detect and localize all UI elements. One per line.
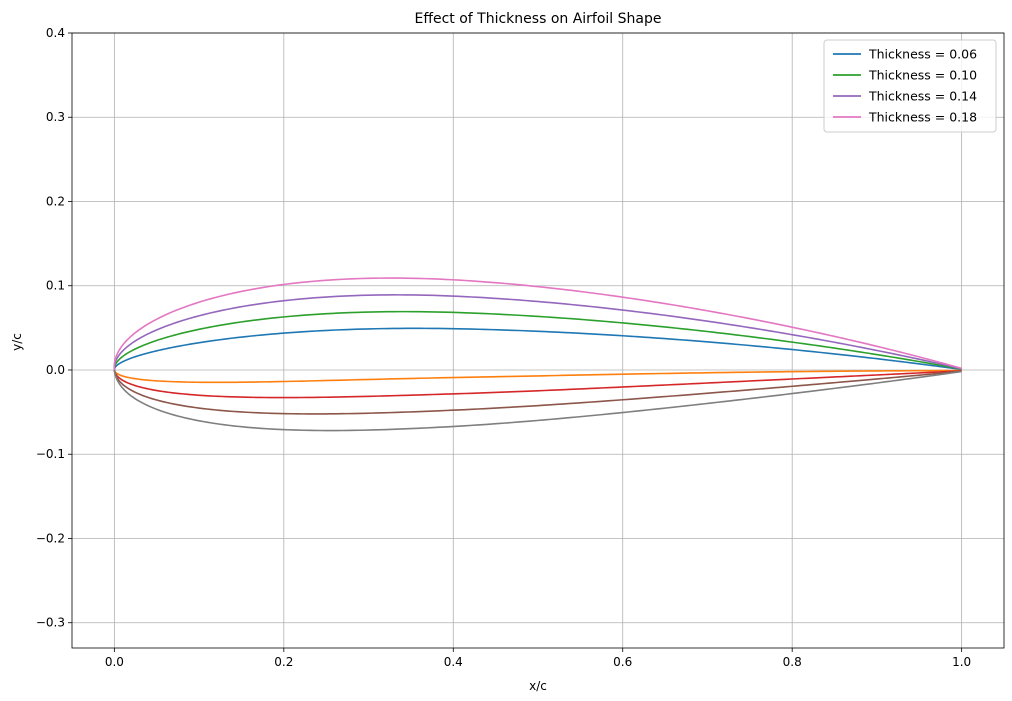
x-tick-label: 0.6 [613,655,632,669]
y-tick-label: −0.1 [36,447,65,461]
series-lines [113,277,963,432]
x-tick-label: 1.0 [952,655,971,669]
x-tick-label: 0.0 [105,655,124,669]
y-tick-label: 0.3 [46,110,65,124]
legend-label: Thickness = 0.06 [868,47,977,62]
series-line-lower [113,369,963,415]
axis-ticks: 0.0 0.2 0.4 0.6 0.8 1.0 −0.3 −0.2 −0.1 0.0 0.1 0.2 0… [36,26,971,669]
chart-title: Effect of Thickness on Airfoil Shape [414,11,661,27]
legend-label: Thickness = 0.10 [868,68,977,83]
series-line-upper [113,294,963,371]
x-tick-label: 0.4 [444,655,463,669]
y-tick-label: 0.0 [46,363,65,377]
plot-frame [71,32,1005,649]
legend-label: Thickness = 0.18 [868,110,977,125]
series-line-lower [113,369,963,399]
legend-label: Thickness = 0.14 [868,89,977,104]
legend: Thickness = 0.06 Thickness = 0.10 Thicknes… [823,39,997,133]
legend-box [823,39,997,133]
series-line-upper [113,277,963,371]
series-line-lower [113,369,963,384]
y-tick-label: −0.2 [36,531,65,545]
y-axis-label: y/c [10,333,24,351]
x-tick-label: 0.8 [783,655,802,669]
x-axis-label: x/c [529,679,547,693]
y-tick-label: 0.2 [46,194,65,208]
series-line-lower [113,369,963,432]
y-tick-label: 0.1 [46,279,65,293]
series-line-upper [113,310,963,371]
y-tick-label: −0.3 [36,616,65,630]
x-tick-label: 0.2 [274,655,293,669]
series-line-upper [113,327,963,371]
y-tick-label: 0.4 [46,26,65,40]
